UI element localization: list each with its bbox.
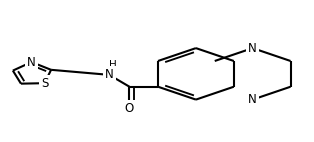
Text: N: N [248,42,257,55]
Text: N: N [248,93,257,106]
Text: N: N [105,68,114,81]
Text: O: O [125,102,134,115]
Text: H: H [105,66,113,76]
Text: H: H [109,60,116,70]
Text: N: N [27,56,36,69]
Text: S: S [41,77,48,90]
